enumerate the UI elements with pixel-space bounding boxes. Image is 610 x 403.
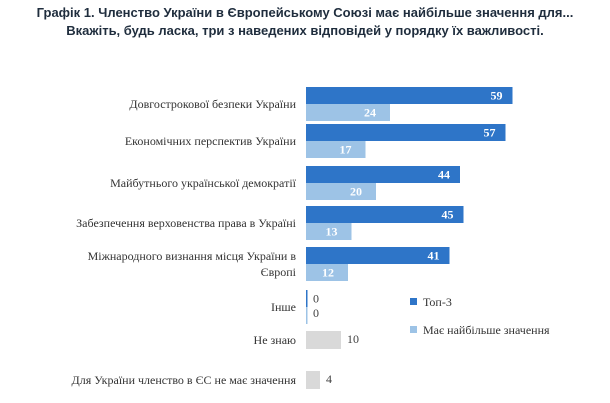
data-label-most-important: 20: [350, 185, 362, 199]
chart-title-line-2: Вкажіть, будь ласка, три з наведених від…: [66, 23, 544, 38]
category-label: Європі: [261, 265, 297, 279]
legend-label: Має найбільше значення: [423, 323, 550, 337]
data-label-top3: 45: [442, 208, 454, 222]
data-label-top3: 0: [313, 292, 319, 306]
bar-top3: [306, 290, 308, 307]
bar-most-important: [306, 307, 308, 324]
legend-label: Топ-3: [423, 295, 452, 309]
bar-top3: [306, 206, 464, 223]
data-label-top3: 59: [491, 89, 503, 103]
bar-most-important: [306, 183, 376, 200]
bar-top3: [306, 87, 513, 104]
chart-title-line-1: Графік 1. Членство України в Європейсько…: [36, 5, 574, 20]
category-label: Майбутнього української демократії: [110, 176, 297, 190]
category-label: Не знаю: [254, 333, 296, 347]
category-label: Довгострокової безпеки України: [129, 97, 296, 111]
bar-most-important: [306, 104, 390, 121]
category-label: Для України членство в ЄС не має значенн…: [72, 373, 297, 387]
bar-most-important: [306, 141, 366, 158]
legend-swatch: [410, 298, 417, 305]
category-label: Забезпечення верховенства права в Україн…: [76, 216, 296, 230]
bar-most-important: [306, 223, 352, 240]
legend-swatch: [410, 326, 417, 333]
data-label-top3: 57: [484, 126, 496, 140]
data-label-top3: 41: [428, 249, 440, 263]
bar-single: [306, 371, 320, 389]
data-label-most-important: 12: [322, 266, 334, 280]
bar-top3: [306, 166, 460, 183]
bar-top3: [306, 247, 450, 264]
bar-single: [306, 331, 341, 349]
data-label-top3: 44: [438, 168, 450, 182]
data-label-most-important: 13: [326, 225, 338, 239]
data-label-single: 4: [326, 372, 332, 386]
category-label: Міжнародного визнання місця України в: [88, 249, 297, 263]
category-label: Інше: [271, 300, 296, 314]
bar-top3: [306, 124, 506, 141]
data-label-most-important: 24: [364, 106, 376, 120]
chart-title: Графік 1. Членство України в Європейсько…: [0, 4, 610, 40]
data-label-single: 10: [347, 332, 359, 346]
category-label: Економічних перспектив України: [125, 134, 297, 148]
data-label-most-important: 17: [340, 143, 352, 157]
data-label-most-important: 0: [313, 306, 319, 320]
bar-most-important: [306, 264, 348, 281]
